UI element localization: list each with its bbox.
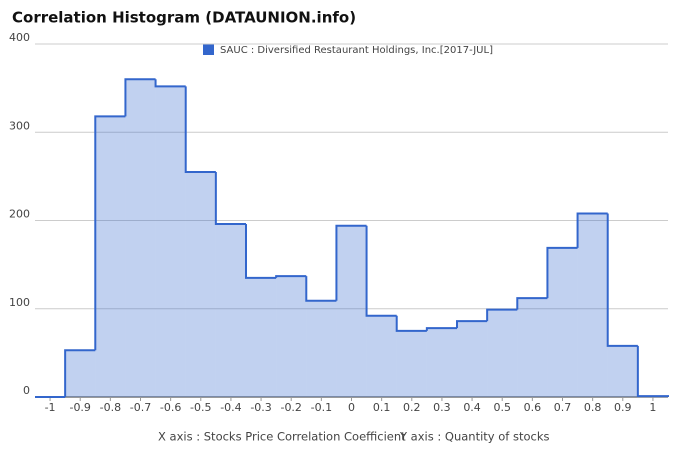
y-tick-label: 200 bbox=[9, 208, 30, 221]
bar bbox=[607, 345, 638, 397]
bar bbox=[246, 277, 277, 397]
bar bbox=[577, 213, 608, 397]
legend-swatch bbox=[203, 44, 214, 55]
x-axis-label: X axis : Stocks Price Correlation Coeffi… bbox=[158, 430, 406, 444]
x-tick-label: 0 bbox=[348, 401, 355, 414]
bar-outline bbox=[576, 212, 608, 248]
x-tick-label: 0.7 bbox=[554, 401, 572, 414]
bar-outline bbox=[94, 115, 126, 351]
x-tick-label: 1 bbox=[649, 401, 656, 414]
chart-title: Correlation Histogram (DATAUNION.info) bbox=[12, 9, 356, 27]
x-tick-label: -0.6 bbox=[160, 401, 181, 414]
bar-outline bbox=[456, 320, 488, 329]
bar bbox=[517, 298, 548, 397]
bar bbox=[95, 116, 126, 398]
y-tick-label: 100 bbox=[9, 296, 30, 309]
bar-outline bbox=[395, 315, 427, 332]
x-tick-label: 0.5 bbox=[493, 401, 511, 414]
x-tick-label: -0.8 bbox=[100, 401, 121, 414]
bar-outline bbox=[124, 78, 156, 117]
bar-outline bbox=[546, 246, 578, 299]
bar bbox=[306, 300, 337, 397]
x-tick-label: 0.6 bbox=[524, 401, 542, 414]
bar-outline bbox=[636, 345, 669, 398]
bar-outline bbox=[425, 327, 457, 331]
x-tick-label: -0.1 bbox=[311, 401, 332, 414]
x-tick-label: -0.9 bbox=[69, 401, 90, 414]
bar bbox=[547, 247, 578, 397]
x-tick-label: 0.8 bbox=[584, 401, 602, 414]
bar bbox=[487, 309, 518, 397]
bar bbox=[65, 350, 96, 397]
bar bbox=[336, 225, 367, 397]
y-axis-label: Y axis : Quantity of stocks bbox=[399, 430, 550, 444]
bar bbox=[366, 315, 397, 397]
x-tick-label: 0.1 bbox=[373, 401, 391, 414]
bar-outline bbox=[184, 86, 216, 173]
x-tick-label: -0.7 bbox=[130, 401, 151, 414]
x-tick-label: 0.4 bbox=[463, 401, 481, 414]
x-tick-label: -0.2 bbox=[280, 401, 301, 414]
bar bbox=[426, 328, 457, 397]
bar-outline bbox=[275, 275, 307, 278]
bar-outline bbox=[516, 297, 548, 310]
bar bbox=[215, 224, 246, 397]
bar bbox=[276, 276, 307, 397]
bar bbox=[396, 330, 427, 397]
bar bbox=[457, 321, 488, 397]
bar-outline bbox=[245, 224, 277, 279]
bar bbox=[125, 79, 156, 398]
y-tick-label: 400 bbox=[9, 31, 30, 44]
bar-outline bbox=[606, 213, 638, 347]
bar-outline bbox=[305, 276, 337, 302]
x-tick-label: -0.4 bbox=[220, 401, 241, 414]
x-tick-label: -1 bbox=[45, 401, 56, 414]
x-tick-label: 0.2 bbox=[403, 401, 421, 414]
y-tick-label: 0 bbox=[23, 384, 30, 397]
bar-outline bbox=[486, 308, 518, 322]
y-tick-label: 300 bbox=[9, 119, 30, 132]
bar-outline bbox=[154, 79, 186, 88]
x-tick-label: -0.5 bbox=[190, 401, 211, 414]
bar-outline bbox=[214, 171, 246, 226]
x-tick-label: 0.3 bbox=[433, 401, 451, 414]
bar-outline bbox=[335, 224, 367, 301]
bar-outline bbox=[365, 225, 397, 317]
x-tick-label: -0.3 bbox=[250, 401, 271, 414]
bar bbox=[185, 171, 216, 397]
bar-outline bbox=[64, 349, 96, 397]
bar bbox=[155, 86, 186, 398]
legend-label: SAUC : Diversified Restaurant Holdings, … bbox=[220, 45, 493, 56]
x-tick-label: 0.9 bbox=[614, 401, 632, 414]
